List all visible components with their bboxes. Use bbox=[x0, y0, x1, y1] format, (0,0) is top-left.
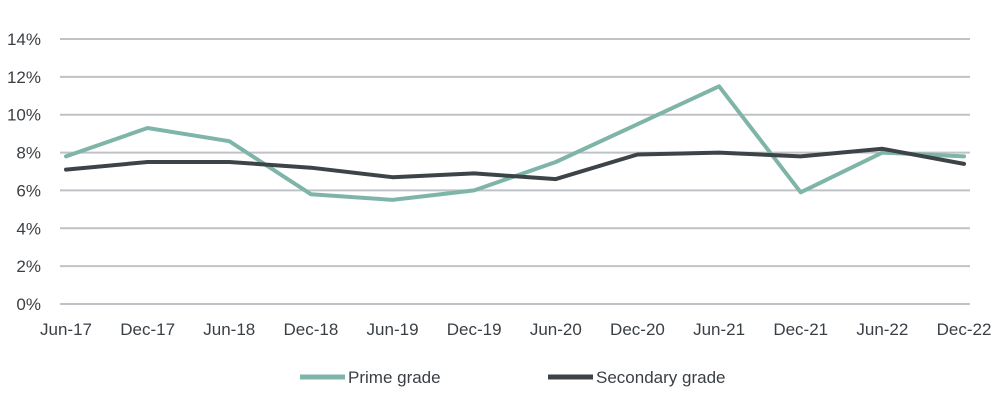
y-tick-label: 14% bbox=[7, 30, 41, 49]
legend-label-prime-grade: Prime grade bbox=[348, 368, 441, 387]
x-tick-label: Jun-20 bbox=[530, 320, 582, 339]
legend: Prime grade Secondary grade bbox=[300, 368, 725, 387]
x-tick-label: Dec-18 bbox=[284, 320, 339, 339]
y-tick-label: 4% bbox=[16, 219, 41, 238]
legend-item-secondary-grade: Secondary grade bbox=[548, 368, 725, 387]
x-tick-label: Dec-20 bbox=[610, 320, 665, 339]
legend-item-prime-grade: Prime grade bbox=[300, 368, 441, 387]
x-tick-label: Jun-19 bbox=[367, 320, 419, 339]
x-tick-label: Dec-19 bbox=[447, 320, 502, 339]
x-tick-label: Dec-21 bbox=[773, 320, 828, 339]
gridlines bbox=[60, 38, 970, 305]
x-tick-label: Dec-17 bbox=[120, 320, 175, 339]
x-tick-label: Jun-21 bbox=[693, 320, 745, 339]
legend-label-secondary-grade: Secondary grade bbox=[596, 368, 725, 387]
series-lines bbox=[64, 84, 966, 202]
x-axis-tick-labels: Jun-17 Dec-17 Jun-18 Dec-18 Jun-19 Dec-19 Jun-… bbox=[40, 320, 991, 339]
x-tick-label: Jun-22 bbox=[856, 320, 908, 339]
x-tick-label: Jun-18 bbox=[203, 320, 255, 339]
series-line-secondary-grade bbox=[64, 146, 966, 182]
y-tick-label: 0% bbox=[16, 295, 41, 314]
x-tick-label: Dec-22 bbox=[937, 320, 992, 339]
y-tick-label: 12% bbox=[7, 68, 41, 87]
series-line-prime-grade bbox=[64, 84, 966, 202]
y-tick-label: 2% bbox=[16, 257, 41, 276]
y-tick-label: 8% bbox=[16, 144, 41, 163]
x-tick-label: Jun-17 bbox=[40, 320, 92, 339]
y-axis-tick-labels: 0% 2% 4% 6% 8% 10% 12% 14% bbox=[7, 30, 41, 314]
y-tick-label: 6% bbox=[16, 181, 41, 200]
y-tick-label: 10% bbox=[7, 106, 41, 125]
